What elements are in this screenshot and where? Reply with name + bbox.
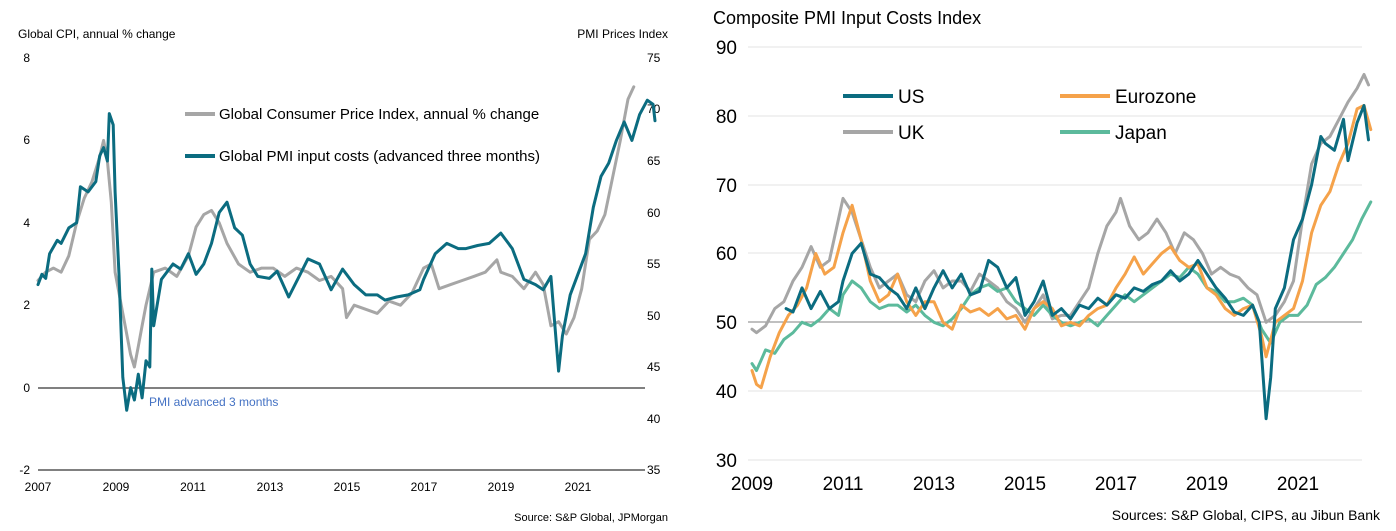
right-chart-x-ticks: 2009 2011 2013 2015 2017 2019 2021	[731, 474, 1319, 495]
y-tick-label: 35	[647, 463, 661, 477]
x-tick-label: 2021	[1277, 474, 1319, 495]
legend-label-uk: UK	[898, 123, 925, 144]
x-tick-label: 2007	[25, 480, 52, 494]
left-chart-x-ticks: 2007 2009 2011 2013 2015 2017 2019 2021	[25, 480, 592, 494]
y-tick-label: 90	[716, 38, 737, 59]
y-tick-label: 80	[716, 107, 737, 128]
y-tick-label: 0	[23, 381, 30, 395]
series-line-global-cpi	[36, 85, 636, 369]
left-chart-legend: Global Consumer Price Index, annual % ch…	[185, 106, 540, 165]
y-tick-label: 40	[647, 412, 661, 426]
y-tick-label: 30	[716, 451, 737, 472]
x-tick-label: 2009	[103, 480, 130, 494]
series-line-us	[784, 104, 1370, 421]
x-tick-label: 2019	[1186, 474, 1228, 495]
y-tick-label: 50	[647, 309, 661, 323]
y-tick-label: 60	[716, 244, 737, 265]
y-tick-label: 75	[647, 51, 661, 65]
series-line-uk	[750, 73, 1370, 335]
right-y-axis-label: PMI Prices Index	[577, 27, 668, 41]
x-tick-label: 2013	[913, 474, 955, 495]
y-tick-label: 50	[716, 313, 737, 334]
right-chart-y-ticks: 90 80 70 60 50 40 30	[716, 38, 737, 472]
x-tick-label: 2017	[1095, 474, 1137, 495]
y-tick-label: 70	[716, 176, 737, 197]
legend-label-global-pmi: Global PMI input costs (advanced three m…	[219, 148, 540, 165]
left-y-axis-label: Global CPI, annual % change	[18, 27, 176, 41]
y-tick-label: 6	[23, 133, 30, 147]
right-chart-title: Composite PMI Input Costs Index	[713, 8, 981, 28]
right-chart-source: Sources: S&P Global, CIPS, au Jibun Bank	[1112, 507, 1381, 523]
right-chart-gridlines	[748, 46, 1362, 461]
x-tick-label: 2011	[180, 480, 206, 494]
y-tick-label: 8	[23, 51, 30, 65]
left-chart-source: Source: S&P Global, JPMorgan	[514, 512, 668, 524]
right-chart: Composite PMI Input Costs Index 90 80 70…	[713, 8, 1381, 523]
y-tick-label: 45	[647, 360, 661, 374]
y-tick-label: 60	[647, 206, 661, 220]
y-tick-label: 55	[647, 257, 661, 271]
y-tick-label: 2	[23, 298, 30, 312]
series-line-eurozone	[750, 104, 1373, 390]
series-line-global-pmi-input-costs	[36, 98, 657, 412]
legend-label-global-cpi: Global Consumer Price Index, annual % ch…	[219, 106, 539, 123]
left-chart-right-ticks: 75 70 65 60 55 50 45 40 35	[647, 51, 661, 477]
legend-label-us: US	[898, 87, 924, 108]
x-tick-label: 2015	[334, 480, 361, 494]
left-chart-left-ticks: 8 6 4 2 0 -2	[19, 51, 30, 477]
legend-label-japan: Japan	[1115, 123, 1167, 144]
y-tick-label: -2	[19, 463, 30, 477]
y-tick-label: 40	[716, 382, 737, 403]
x-tick-label: 2017	[411, 480, 438, 494]
annotation-pmi-advanced: PMI advanced 3 months	[149, 395, 278, 409]
right-chart-legend: US Eurozone UK Japan	[843, 87, 1196, 144]
x-tick-label: 2019	[488, 480, 515, 494]
legend-label-eurozone: Eurozone	[1115, 87, 1196, 108]
x-tick-label: 2011	[823, 474, 864, 495]
x-tick-label: 2021	[565, 480, 592, 494]
y-tick-label: 65	[647, 154, 661, 168]
left-chart: Global CPI, annual % change PMI Prices I…	[18, 27, 668, 524]
y-tick-label: 4	[23, 216, 30, 230]
x-tick-label: 2013	[257, 480, 284, 494]
x-tick-label: 2009	[731, 474, 773, 495]
x-tick-label: 2015	[1004, 474, 1046, 495]
